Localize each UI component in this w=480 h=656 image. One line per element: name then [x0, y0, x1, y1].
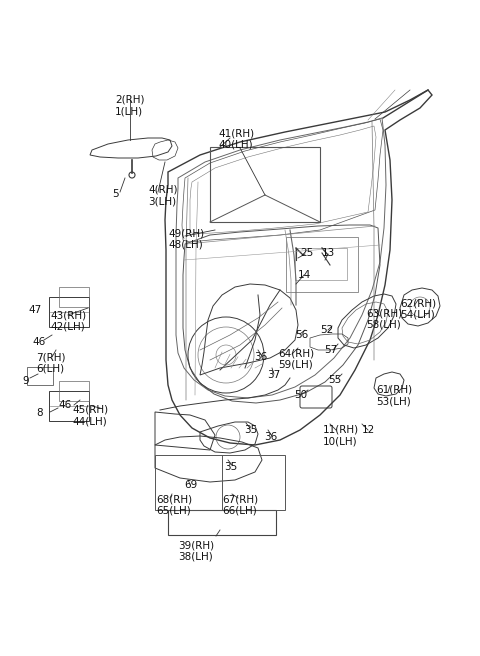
Text: 52: 52 — [320, 325, 333, 335]
Text: 9: 9 — [22, 376, 29, 386]
Text: 14: 14 — [298, 270, 311, 280]
Text: 64(RH)
59(LH): 64(RH) 59(LH) — [278, 348, 314, 369]
Text: 46: 46 — [32, 337, 45, 347]
Text: 35: 35 — [224, 462, 237, 472]
Text: 25: 25 — [300, 248, 313, 258]
Text: 45(RH)
44(LH): 45(RH) 44(LH) — [72, 405, 108, 426]
Text: 68(RH)
65(LH): 68(RH) 65(LH) — [156, 494, 192, 516]
Text: 7(RH)
6(LH): 7(RH) 6(LH) — [36, 352, 65, 374]
Text: 4(RH)
3(LH): 4(RH) 3(LH) — [148, 185, 178, 207]
Text: 57: 57 — [324, 345, 337, 355]
Text: 43(RH)
42(LH): 43(RH) 42(LH) — [50, 310, 86, 331]
Text: 50: 50 — [294, 390, 307, 400]
Text: 36: 36 — [254, 352, 267, 362]
Text: 62(RH)
54(LH): 62(RH) 54(LH) — [400, 298, 436, 319]
Text: 41(RH)
40(LH): 41(RH) 40(LH) — [218, 128, 254, 150]
Text: 67(RH)
66(LH): 67(RH) 66(LH) — [222, 494, 258, 516]
Text: 49(RH)
48(LH): 49(RH) 48(LH) — [168, 228, 204, 249]
Text: 8: 8 — [36, 408, 43, 418]
Text: 5: 5 — [112, 189, 119, 199]
Text: 2(RH)
1(LH): 2(RH) 1(LH) — [115, 95, 144, 117]
Text: 56: 56 — [295, 330, 308, 340]
Text: 13: 13 — [322, 248, 335, 258]
Text: 69: 69 — [184, 480, 197, 490]
Text: 63(RH)
58(LH): 63(RH) 58(LH) — [366, 308, 402, 329]
Text: 12: 12 — [362, 425, 375, 435]
Text: 35: 35 — [244, 425, 257, 435]
Text: 47: 47 — [28, 305, 41, 315]
Text: 39(RH)
38(LH): 39(RH) 38(LH) — [178, 540, 214, 562]
Text: 61(RH)
53(LH): 61(RH) 53(LH) — [376, 385, 412, 407]
Text: 36: 36 — [264, 432, 277, 442]
Text: 55: 55 — [328, 375, 341, 385]
Text: 46: 46 — [58, 400, 71, 410]
Text: 37: 37 — [267, 370, 280, 380]
Text: 11(RH)
10(LH): 11(RH) 10(LH) — [323, 425, 359, 447]
